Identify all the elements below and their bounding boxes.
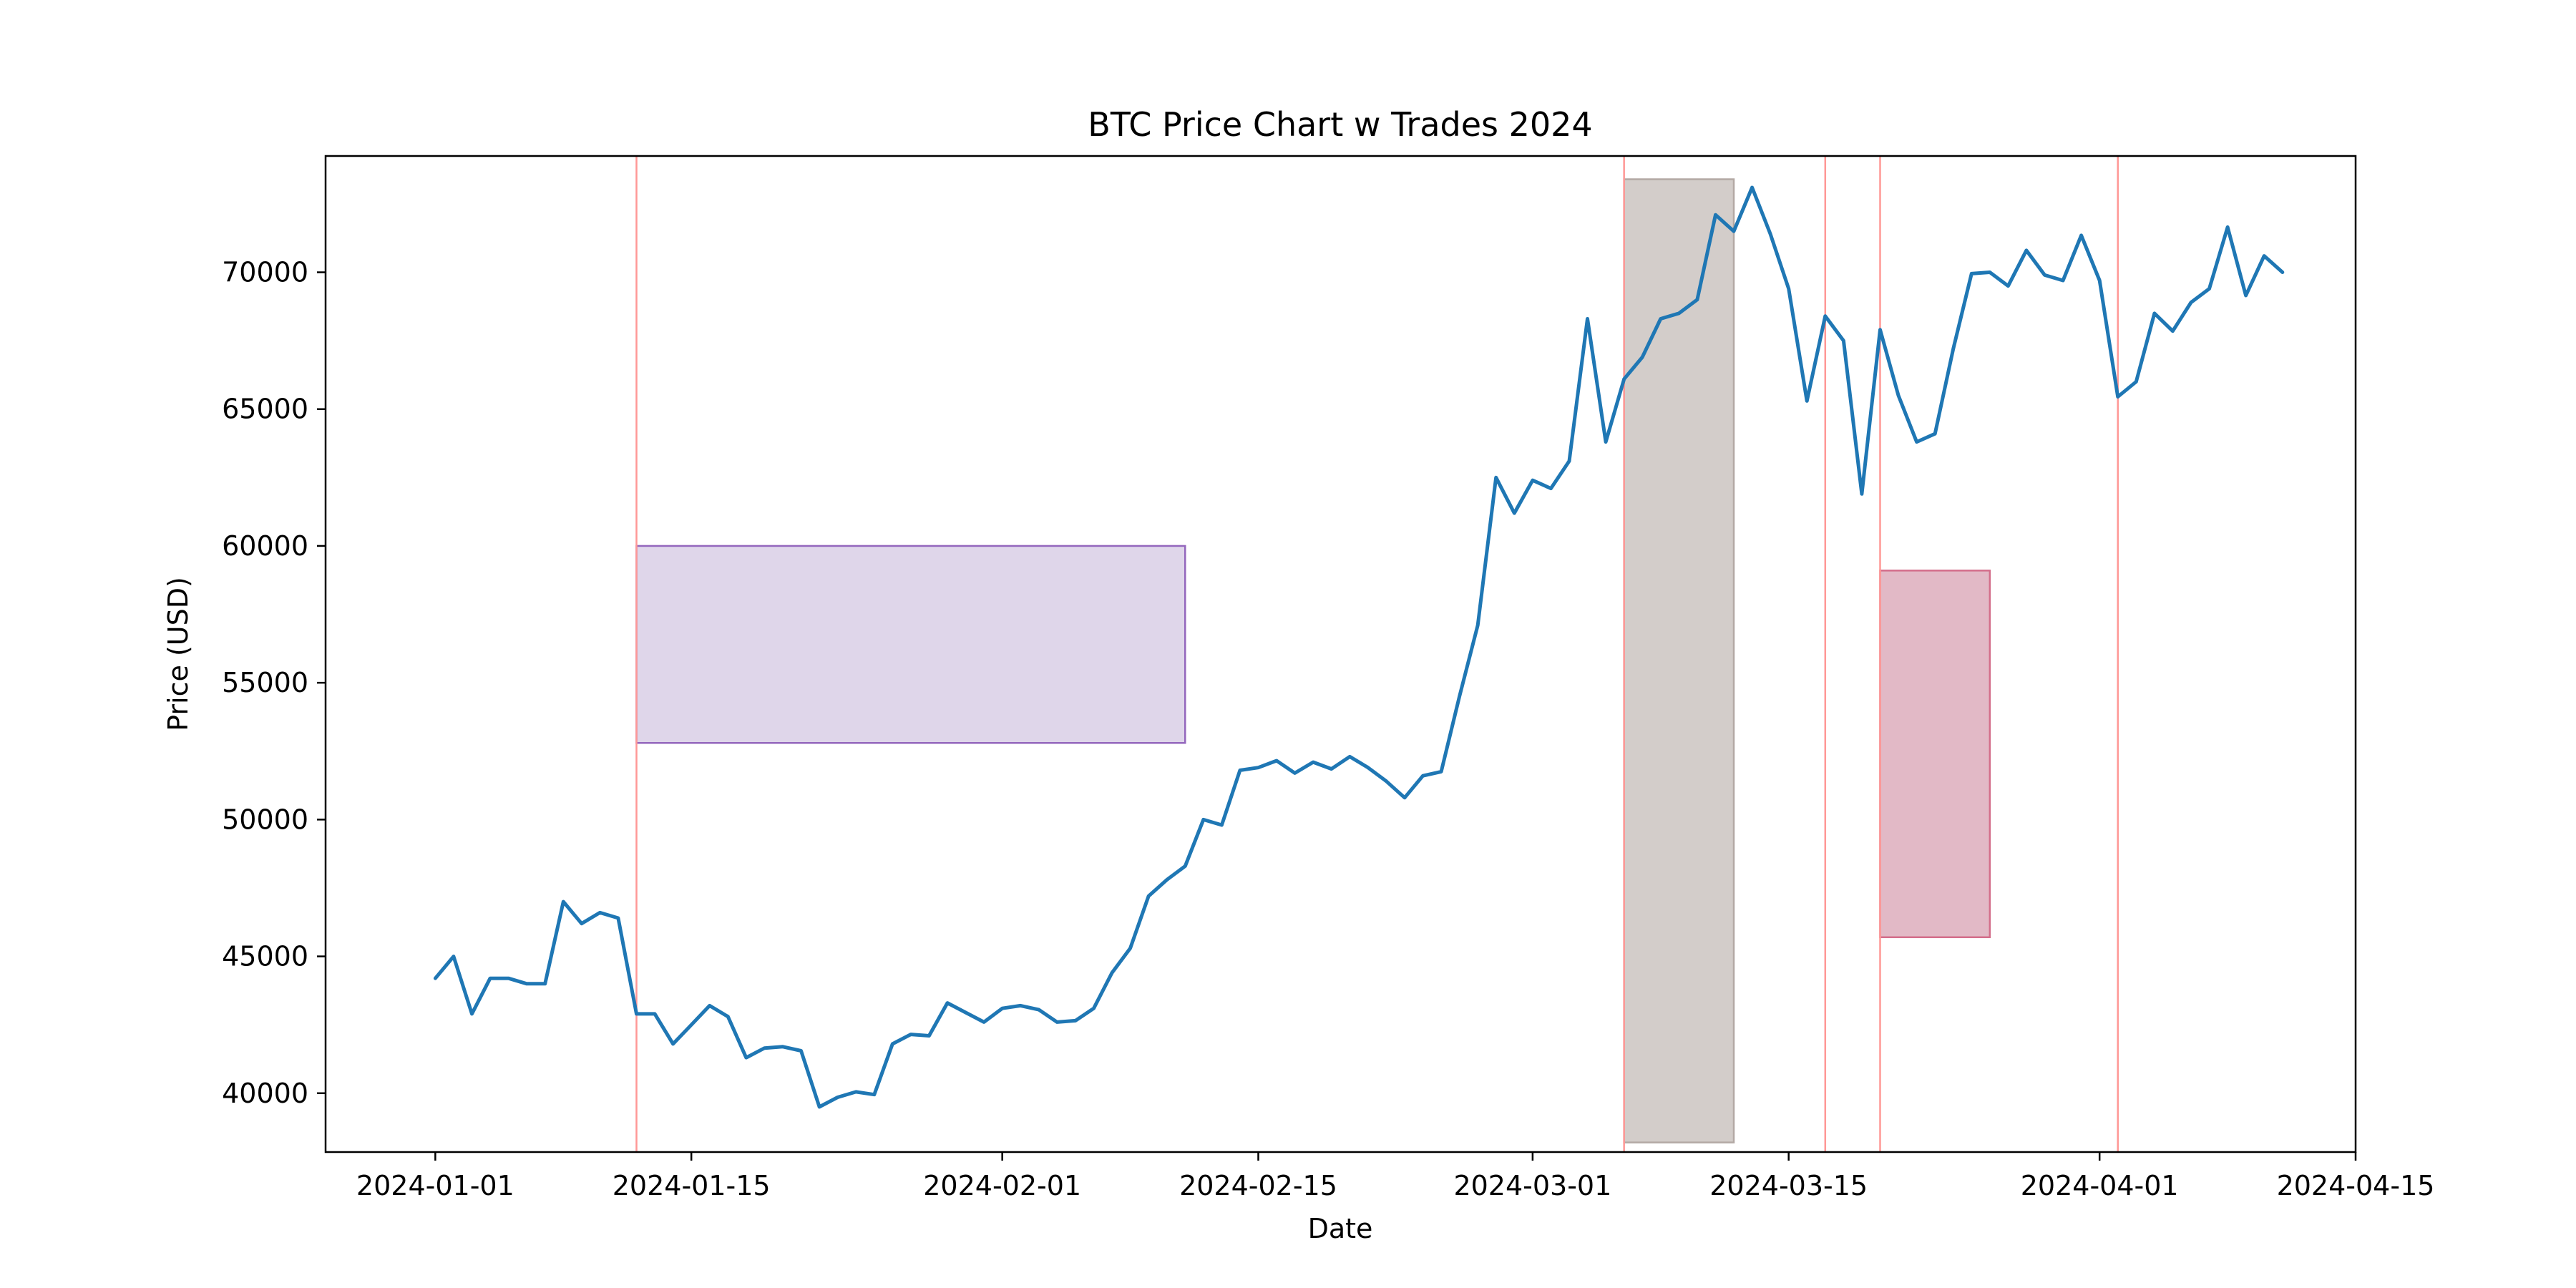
y-tick-label: 55000 xyxy=(222,667,308,698)
y-tick-label: 45000 xyxy=(222,941,308,972)
x-tick-label: 2024-03-15 xyxy=(1709,1170,1868,1201)
y-axis-label: Price (USD) xyxy=(162,577,194,731)
axes-frame xyxy=(324,155,2357,1153)
x-tick-label: 2024-04-01 xyxy=(2021,1170,2179,1201)
trade-box-3 xyxy=(1879,570,1991,939)
trade-box-1 xyxy=(635,545,1186,744)
y-tick-label: 60000 xyxy=(222,530,308,562)
x-tick-label: 2024-02-15 xyxy=(1179,1170,1337,1201)
plot-area xyxy=(433,156,2285,1152)
y-tick-label: 50000 xyxy=(222,804,308,835)
trade-box-2 xyxy=(1623,178,1735,1143)
x-tick-label: 2024-04-15 xyxy=(2277,1170,2435,1201)
x-tick-label: 2024-01-01 xyxy=(356,1170,514,1201)
price-series-line xyxy=(433,185,2285,1109)
y-axis-ticks: 40000 45000 50000 55000 60000 65000 70000 xyxy=(222,257,326,1109)
x-axis-ticks: 2024-01-01 2024-01-15 2024-02-01 2024-02-15… xyxy=(356,1152,2434,1201)
y-tick-label: 70000 xyxy=(222,257,308,288)
x-axis-label: Date xyxy=(1308,1213,1373,1244)
y-tick-label: 40000 xyxy=(222,1078,308,1109)
x-tick-label: 2024-02-01 xyxy=(923,1170,1081,1201)
x-tick-label: 2024-01-15 xyxy=(613,1170,771,1201)
x-tick-label: 2024-03-01 xyxy=(1453,1170,1611,1201)
y-tick-label: 65000 xyxy=(222,394,308,425)
chart-title: BTC Price Chart w Trades 2024 xyxy=(1088,105,1592,144)
